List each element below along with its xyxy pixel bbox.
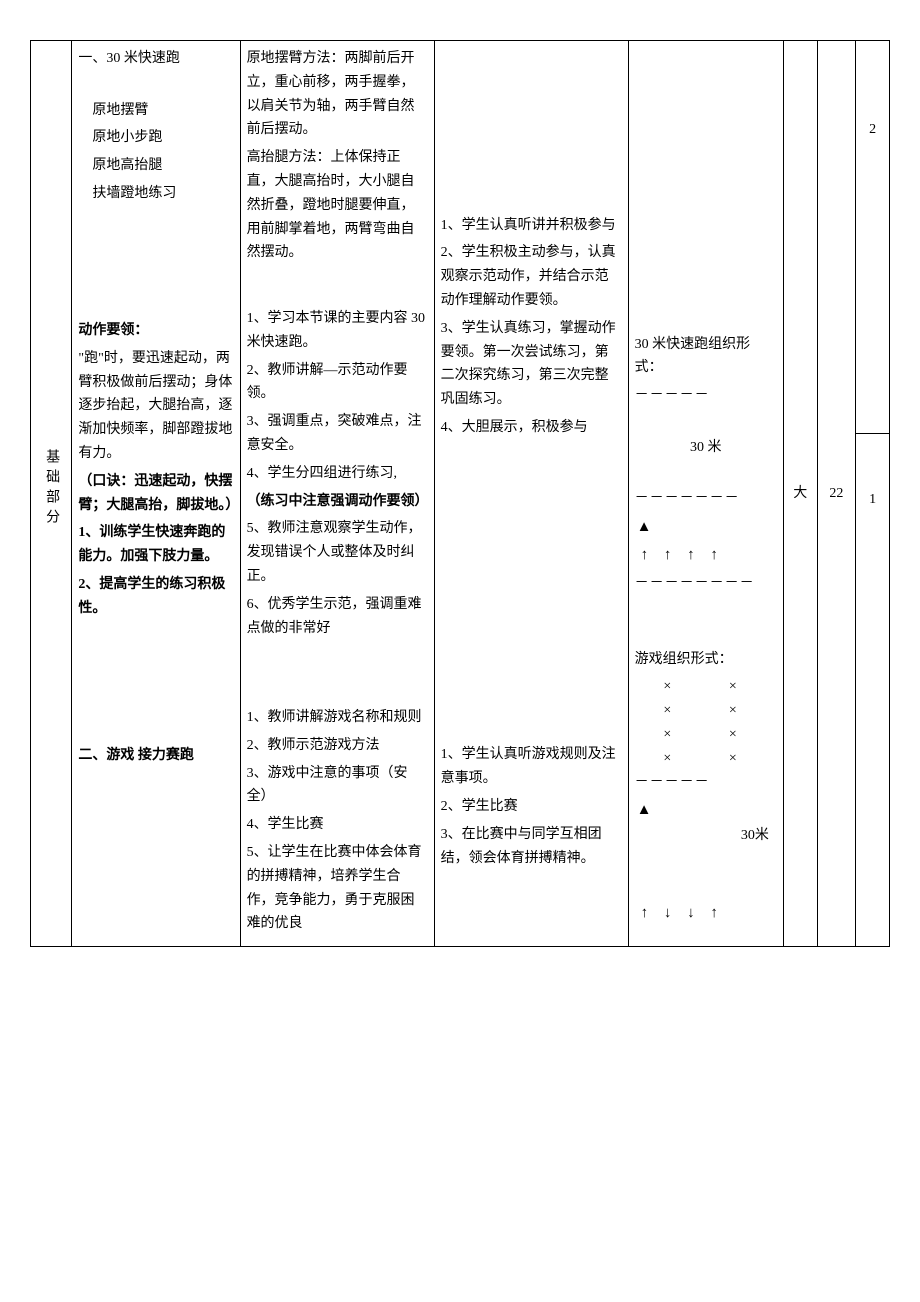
- triangle-icon: ▲: [637, 515, 652, 541]
- teacher-line: 2、教师示范游戏方法: [247, 734, 428, 758]
- content-body: "跑"时，要迅速起动，两臂积极做前后摆动；身体逐步抬起，大腿抬高，逐渐加快频率，…: [78, 347, 233, 466]
- x-mark: ×: [635, 699, 700, 723]
- minutes-cell: 22: [817, 41, 856, 947]
- section-label: 基础部分: [39, 449, 63, 529]
- teacher-cell: 原地摆臂方法：两脚前后开立，重心前移，两手握拳，以肩关节为轴，两手臂自然前后摆动…: [240, 41, 434, 947]
- student-cell: 1、学生认真听讲并积极参与 2、学生积极主动参与，认真观察示范动作，并结合示范动…: [434, 41, 628, 947]
- org-title: 游戏组织形式：: [635, 648, 777, 672]
- content-title-2: 二、游戏 接力赛跑: [78, 744, 233, 768]
- teacher-line: 高抬腿方法：上体保持正直，大腿高抬时，大小腿自然折叠，蹬地时腿要伸直，用前脚掌着…: [247, 146, 428, 265]
- student-line: 3、学生认真练习，掌握动作要领。第一次尝试练习，第二次探究练习，第三次完整巩固练…: [441, 317, 622, 412]
- lesson-plan-table: 基础部分 一、30 米快速跑 原地摆臂 原地小步跑 原地高抬腿 扶墙蹬地练习 动…: [30, 40, 890, 947]
- teacher-line: 4、学生分四组进行练习,: [247, 462, 428, 486]
- intensity-cell: 大: [783, 41, 817, 947]
- teacher-line: 5、教师注意观察学生动作，发现错误个人或整体及时纠正。: [247, 517, 428, 588]
- game-grid: ×× ×× ×× ××: [635, 675, 777, 770]
- content-goal: 1、训练学生快速奔跑的能力。加强下肢力量。: [78, 521, 233, 569]
- content-title-1: 一、30 米快速跑: [78, 47, 233, 71]
- x-mark: ×: [635, 747, 700, 771]
- content-line: 原地小步跑: [78, 126, 233, 150]
- teacher-line: 6、优秀学生示范，强调重难点做的非常好: [247, 593, 428, 641]
- times-cell: 1: [856, 434, 890, 947]
- content-line: 原地摆臂: [78, 99, 233, 123]
- org-distance: 30米: [635, 824, 777, 848]
- x-mark: ×: [700, 699, 765, 723]
- times-cell: 2: [856, 41, 890, 434]
- student-line: 2、学生比赛: [441, 795, 622, 819]
- content-line: 扶墙蹬地练习: [78, 182, 233, 206]
- content-cell: 一、30 米快速跑 原地摆臂 原地小步跑 原地高抬腿 扶墙蹬地练习 动作要领： …: [72, 41, 240, 947]
- arrows-up-icon: ↑ ↑ ↑ ↑: [641, 543, 724, 569]
- org-dash: －－－－－－－－: [635, 572, 777, 596]
- x-mark: ×: [635, 723, 700, 747]
- content-slogan: （口诀：迅速起动，快摆臂；大腿高抬，脚拔地。）: [78, 470, 233, 518]
- times-value: 1: [869, 492, 876, 507]
- section-cell: 基础部分: [31, 41, 72, 947]
- table-row: 基础部分 一、30 米快速跑 原地摆臂 原地小步跑 原地高抬腿 扶墙蹬地练习 动…: [31, 41, 890, 434]
- student-line: 4、大胆展示，积极参与: [441, 416, 622, 440]
- student-line: 1、学生认真听游戏规则及注意事项。: [441, 743, 622, 791]
- org-dash: －－－－－: [635, 771, 777, 795]
- org-dash: －－－－－－－: [635, 487, 777, 511]
- org-dash: －－－－－: [635, 384, 777, 408]
- x-mark: ×: [700, 747, 765, 771]
- times-value: 2: [869, 122, 876, 137]
- teacher-line: 1、学习本节课的主要内容 30 米快速跑。: [247, 307, 428, 355]
- org-distance: 30 米: [635, 436, 777, 460]
- teacher-line: 3、游戏中注意的事项（安全）: [247, 762, 428, 810]
- content-subtitle: 动作要领：: [78, 319, 233, 343]
- teacher-line: （练习中注意强调动作要领）: [247, 490, 428, 514]
- intensity-value: 大: [793, 486, 807, 501]
- teacher-line: 原地摆臂方法：两脚前后开立，重心前移，两手握拳，以肩关节为轴，两手臂自然前后摆动…: [247, 47, 428, 142]
- x-mark: ×: [700, 723, 765, 747]
- content-line: 原地高抬腿: [78, 154, 233, 178]
- teacher-line: 4、学生比赛: [247, 813, 428, 837]
- teacher-line: 2、教师讲解—示范动作要领。: [247, 359, 428, 407]
- minutes-value: 22: [829, 486, 843, 501]
- teacher-line: 5、让学生在比赛中体会体育的拼搏精神，培养学生合作，竞争能力，勇于克服困难的优良: [247, 841, 428, 936]
- teacher-line: 1、教师讲解游戏名称和规则: [247, 706, 428, 730]
- triangle-icon: ▲: [637, 798, 652, 824]
- content-goal: 2、提高学生的练习积极性。: [78, 573, 233, 621]
- org-cell: 30 米快速跑组织形式： －－－－－ 30 米 －－－－－－－ ▲ ↑ ↑ ↑ …: [628, 41, 783, 947]
- teacher-line: 3、强调重点，突破难点，注意安全。: [247, 410, 428, 458]
- arrows-updown-icon: ↑ ↓ ↓ ↑: [641, 901, 724, 927]
- student-line: 1、学生认真听讲并积极参与: [441, 214, 622, 238]
- student-line: 3、在比赛中与同学互相团结，领会体育拼搏精神。: [441, 823, 622, 871]
- org-title: 30 米快速跑组织形式：: [635, 333, 777, 381]
- x-mark: ×: [635, 675, 700, 699]
- student-line: 2、学生积极主动参与，认真观察示范动作，并结合示范动作理解动作要领。: [441, 241, 622, 312]
- x-mark: ×: [700, 675, 765, 699]
